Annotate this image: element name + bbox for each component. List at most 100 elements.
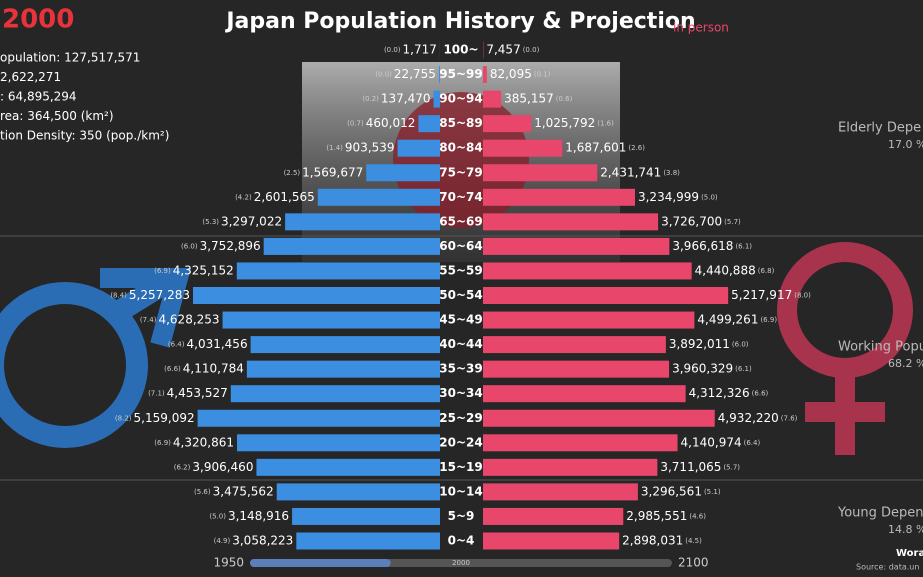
share-label: (6.9) (154, 439, 171, 447)
value-label: 4,110,784 (183, 362, 244, 376)
value-label: 3,906,460 (192, 460, 253, 474)
chart-title: Japan Population History & Projection (224, 9, 695, 34)
value-label: 1,717 (403, 43, 437, 57)
share-label: (4.9) (214, 537, 231, 545)
value-label: 22,755 (394, 67, 436, 81)
footer: Wora (896, 548, 923, 559)
stat: 2,622,271 (0, 70, 61, 84)
stat: opulation: 127,517,571 (0, 51, 140, 65)
value-label: 4,440,888 (695, 263, 756, 277)
bar-male (263, 237, 440, 255)
share-label: (5.0) (701, 193, 718, 201)
age-label: 5~9 (448, 509, 475, 523)
share-label: (5.0) (209, 512, 226, 520)
bar-male (285, 213, 440, 231)
share-label: (8.2) (115, 414, 132, 422)
bar-female (483, 66, 487, 84)
share-label: (3.8) (663, 169, 680, 177)
dependency-value: 17.0 % (888, 138, 923, 151)
bar-female (483, 115, 532, 133)
stat: : 64,895,294 (0, 90, 77, 104)
bar-male (276, 483, 440, 501)
bar-male (366, 164, 440, 182)
share-label: (6.8) (758, 267, 775, 275)
bar-female (483, 409, 715, 427)
share-label: (6.2) (174, 463, 191, 471)
value-label: 3,475,562 (213, 484, 274, 498)
share-label: (8.0) (794, 292, 811, 300)
bar-female (483, 287, 729, 304)
bar-female (483, 262, 692, 280)
bar-female (483, 385, 686, 403)
bar-female (483, 434, 678, 452)
bar-female (483, 188, 635, 206)
age-label: 70~74 (439, 190, 482, 204)
share-label: (6.6) (752, 390, 769, 398)
male-symbol (0, 268, 192, 448)
value-label: 3,296,561 (641, 484, 702, 498)
value-label: 4,932,220 (718, 411, 779, 425)
share-label: (6.4) (168, 341, 185, 349)
value-label: 3,960,329 (672, 362, 733, 376)
share-label: (0.2) (362, 95, 379, 103)
bar-male (296, 532, 440, 550)
bar-female (483, 336, 666, 354)
age-label: 0~4 (448, 534, 475, 548)
value-label: 3,711,065 (660, 460, 721, 474)
female-symbol (777, 242, 913, 455)
bar-male (438, 66, 440, 84)
age-label: 80~84 (439, 141, 482, 155)
dependency-label: Working Popu (838, 340, 923, 355)
bar-male (236, 262, 440, 280)
bar-female (483, 237, 670, 255)
share-label: (2.6) (628, 144, 645, 152)
value-label: 1,569,677 (302, 165, 363, 179)
value-label: 3,752,896 (200, 239, 261, 253)
value-label: 3,058,223 (232, 534, 293, 548)
dependency-label: Elderly Depe (838, 121, 921, 136)
bar-female (483, 164, 598, 182)
stat: rea: 364,500 (km²) (0, 109, 114, 123)
value-label: 137,470 (381, 92, 431, 106)
value-label: 385,157 (504, 92, 554, 106)
share-label: (0.0) (375, 71, 392, 79)
age-label: 90~94 (439, 92, 482, 106)
value-label: 903,539 (345, 141, 395, 155)
value-label: 4,031,456 (187, 337, 248, 351)
age-label: 75~79 (439, 165, 482, 179)
share-label: (5.6) (194, 488, 211, 496)
value-label: 460,012 (366, 116, 416, 130)
share-label: (7.1) (148, 390, 165, 398)
value-label: 5,217,917 (731, 288, 792, 302)
value-label: 2,431,741 (600, 165, 661, 179)
age-label: 95~99 (439, 67, 482, 81)
value-label: 3,966,618 (672, 239, 733, 253)
share-label: (4.6) (689, 512, 706, 520)
age-label: 100~ (443, 43, 478, 57)
age-label: 40~44 (439, 337, 482, 351)
share-label: (8.4) (110, 292, 127, 300)
chart-subtitle: in person (673, 21, 729, 35)
share-label: (6.1) (735, 365, 752, 373)
age-label: 15~19 (439, 460, 482, 474)
timeline-start: 1950 (213, 556, 244, 570)
bar-female (483, 213, 659, 231)
share-label: (6.9) (760, 316, 777, 324)
value-label: 4,140,974 (681, 435, 742, 449)
share-label: (0.0) (523, 46, 540, 54)
share-label: (4.5) (685, 537, 702, 545)
value-label: 3,148,916 (228, 509, 289, 523)
bar-female (483, 458, 658, 476)
share-label: (7.4) (140, 316, 157, 324)
age-label: 65~69 (439, 214, 482, 228)
age-label: 20~24 (439, 435, 482, 449)
value-label: 3,726,700 (661, 214, 722, 228)
share-label: (5.7) (724, 218, 741, 226)
age-label: 55~59 (439, 263, 482, 277)
bar-male (256, 458, 440, 476)
bar-male (418, 115, 440, 133)
age-label: 30~34 (439, 386, 482, 400)
bar-male (246, 360, 440, 378)
